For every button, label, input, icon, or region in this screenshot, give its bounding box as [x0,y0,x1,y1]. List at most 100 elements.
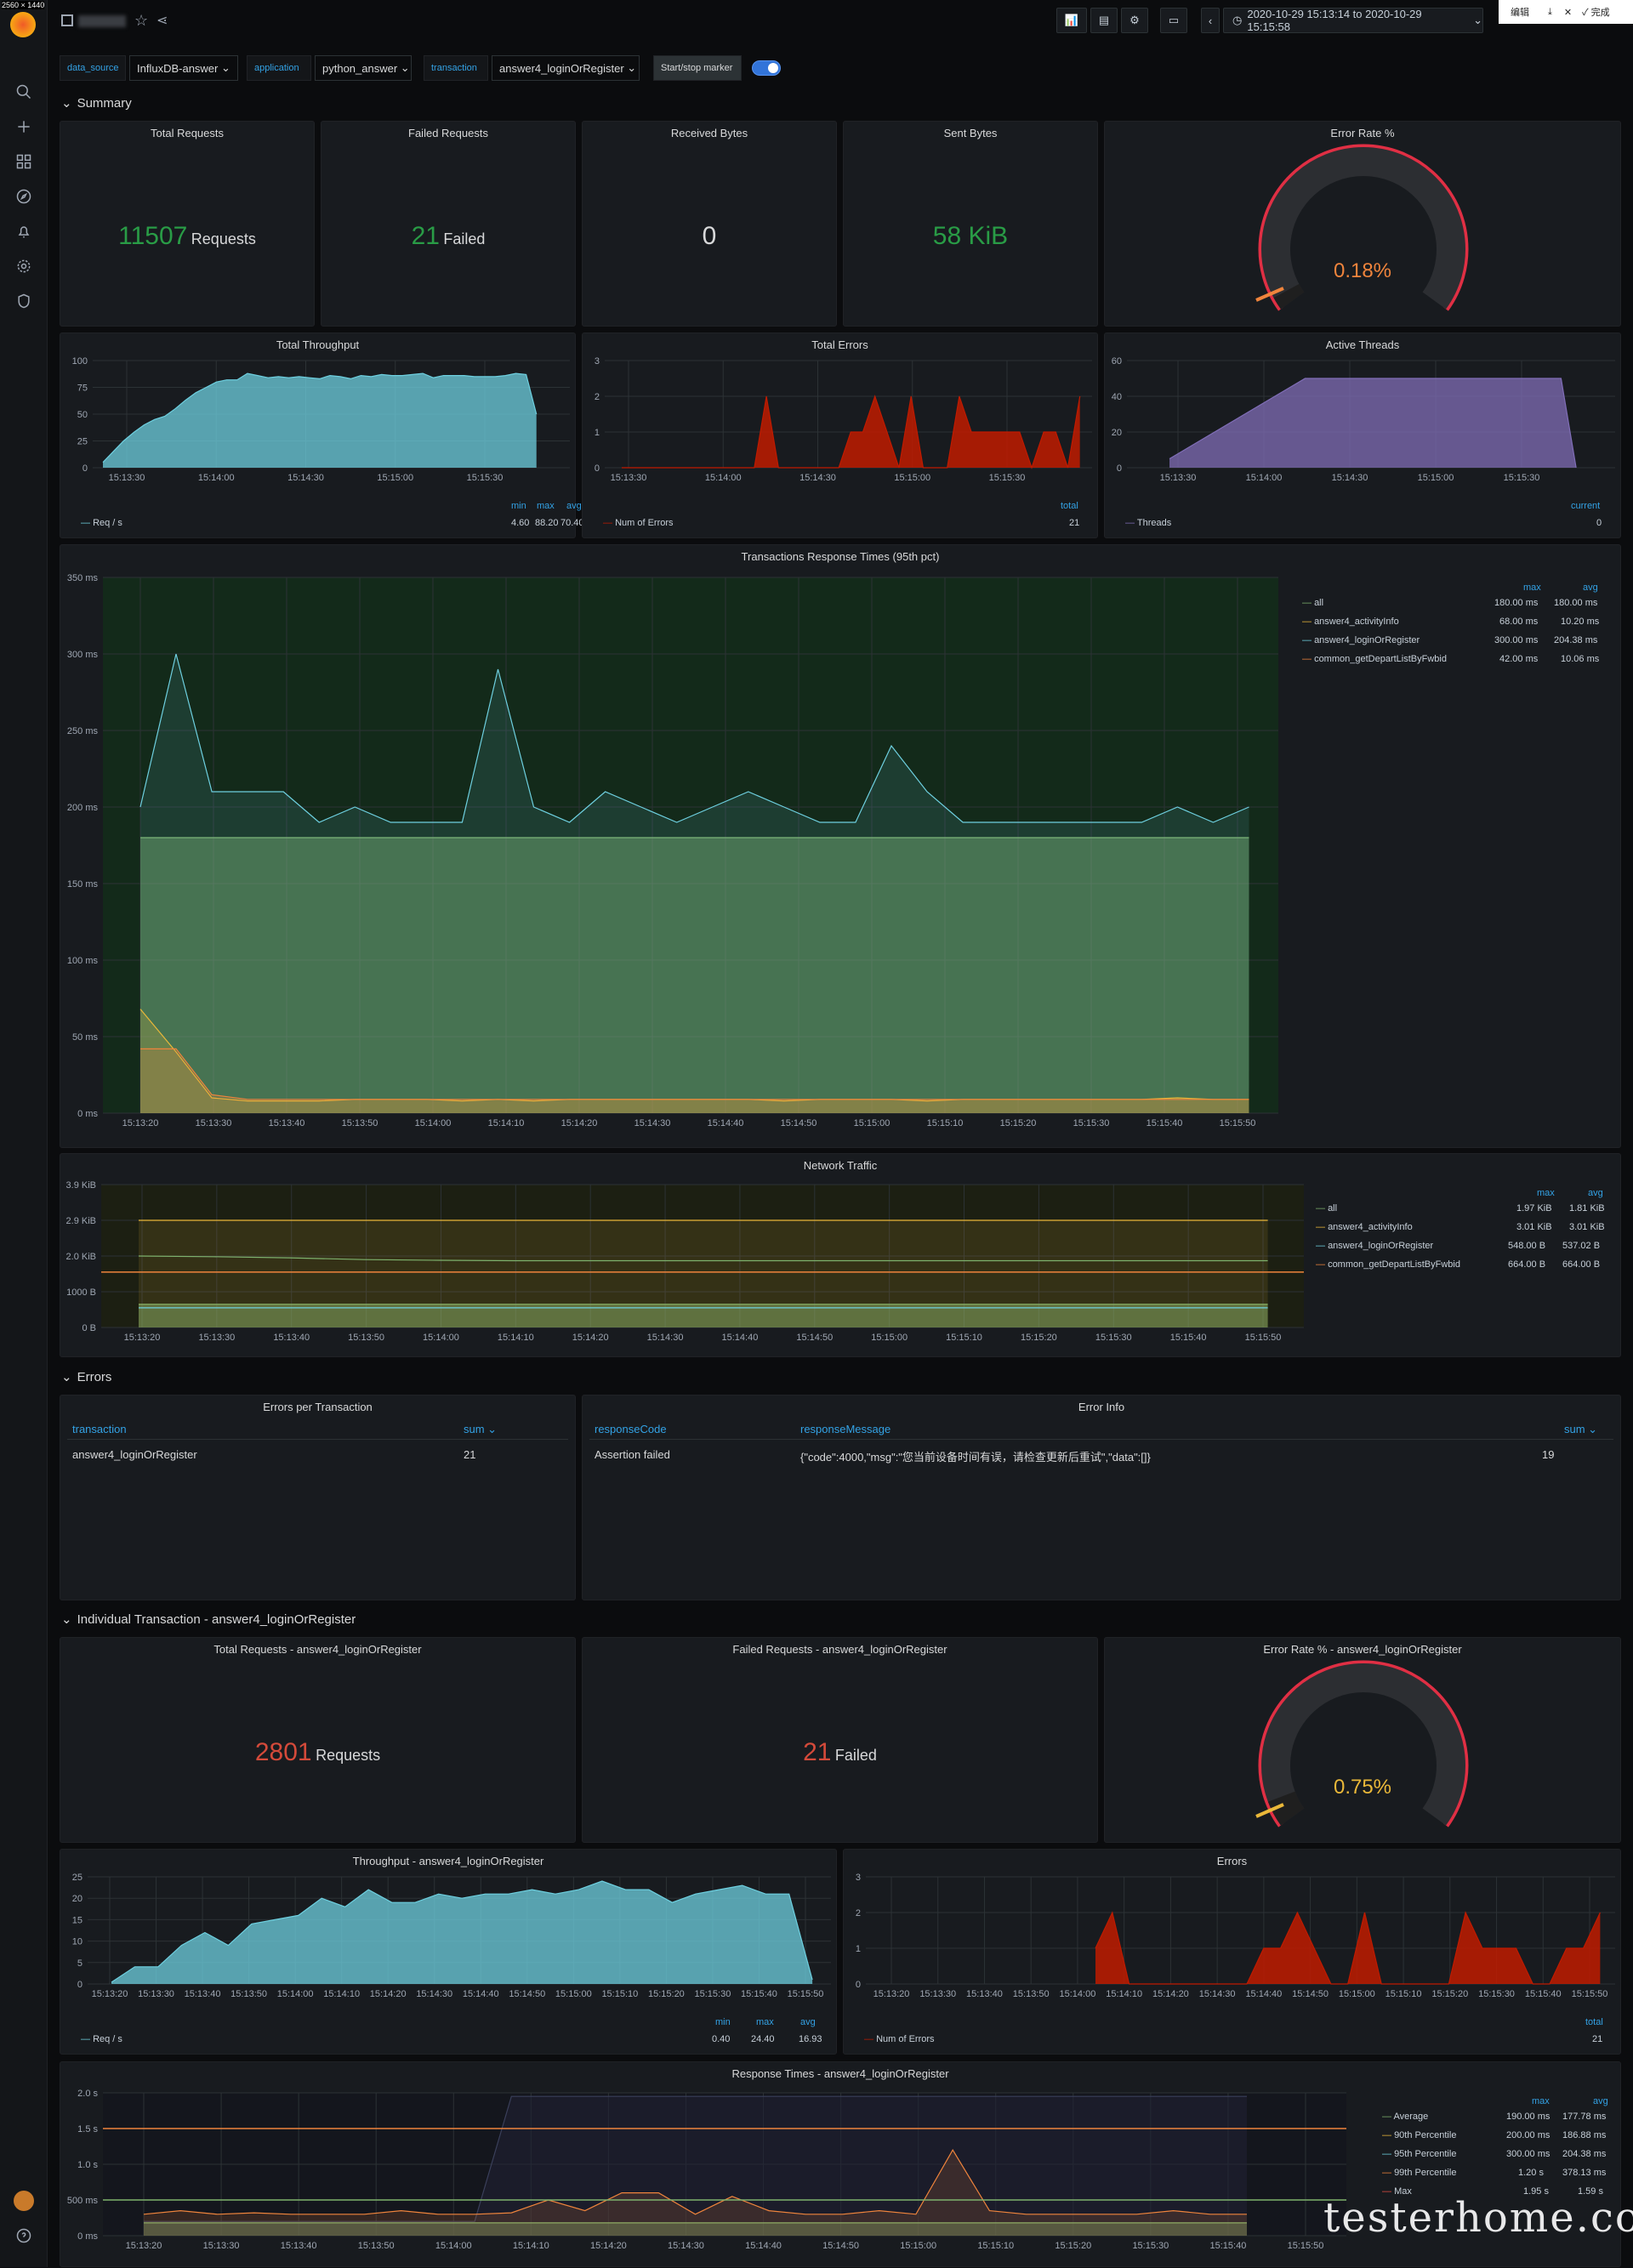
legend-item[interactable]: — Max 1.95 s 1.59 s [1382,2186,1620,2205]
legend-item[interactable]: — Average 190.00 ms 177.78 ms [1382,2112,1620,2130]
edit-button[interactable]: 编辑 [1511,8,1529,18]
star-icon[interactable]: ☆ [134,12,149,29]
panel-sent-bytes[interactable]: Sent Bytes 58 KiB [843,121,1098,327]
legend-item[interactable]: — answer4_loginOrRegister 300.00 ms 204.38… [1302,635,1608,654]
legend-item[interactable]: — 90th Percentile 200.00 ms 186.88 ms [1382,2130,1620,2149]
x-tick-label: 15:13:30 [109,473,145,483]
column-header-response-message[interactable]: responseMessage [800,1423,891,1435]
max-value: 88.20 [535,518,559,528]
legend-max-label: max [756,2017,774,2027]
var-value-transaction: answer4_loginOrRegister [499,61,624,75]
var-select-application[interactable]: python_answer ⌄ [315,55,412,81]
legend-item[interactable]: — Req / s [81,518,122,528]
legend-item[interactable]: — common_getDepartListByFwbid 42.00 ms 10.… [1302,654,1608,673]
legend-item[interactable]: — all 1.97 KiB 1.81 KiB [1316,1203,1613,1222]
y-tick-label: 2 [595,392,600,402]
x-tick-label: 15:15:50 [1220,1118,1256,1128]
legend-max-label: max [537,501,555,511]
column-header-response-code[interactable]: responseCode [595,1423,667,1435]
x-tick-label: 15:14:00 [415,1118,452,1128]
avatar[interactable] [14,2191,34,2211]
panel-active-threads[interactable]: Active Threads 0 20 40 60 15:13:30 15:14:00 15… [1104,333,1621,538]
legend-color: — [81,518,90,528]
x-tick-label: 15:13:40 [281,2241,317,2251]
panel-total-requests[interactable]: Total Requests 11507 Requests [60,121,315,327]
marker-toggle[interactable] [752,60,781,76]
add-panel-button[interactable]: 📊 [1056,8,1087,33]
panel-indiv-error-rate[interactable]: Error Rate % - answer4_loginOrRegister 0… [1104,1637,1621,1843]
panel-total-errors[interactable]: Total Errors 0 1 2 3 15:13:30 15:14:00 15:14:3… [582,333,1098,538]
panel-indiv-response-times[interactable]: Response Times - answer4_loginOrRegister… [60,2061,1621,2267]
legend-item[interactable]: — answer4_loginOrRegister 548.00 B 537.02 … [1316,1241,1613,1259]
var-select-data-source[interactable]: InfluxDB-answer ⌄ [129,55,238,81]
legend-label: Req / s [93,518,122,528]
legend-item[interactable]: — answer4_activityInfo 3.01 KiB 3.01 KiB [1316,1222,1613,1241]
legend-avg-label: avg [1593,2096,1608,2106]
legend-item[interactable]: — Num of Errors [603,518,674,528]
row-errors[interactable]: ⌄ Errors [61,1369,111,1385]
column-header-sum[interactable]: sum ⌄ [464,1423,498,1435]
explore-icon[interactable] [14,186,34,207]
row-individual-transaction[interactable]: ⌄ Individual Transaction - answer4_loginO… [61,1611,356,1628]
x-tick-label: 15:13:20 [122,1118,159,1128]
panel-title: Failed Requests [408,127,488,139]
legend-item[interactable]: — common_getDepartListByFwbid 664.00 B 664… [1316,1259,1613,1278]
legend-max: 3.01 KiB [1516,1222,1552,1232]
apps-icon[interactable] [61,14,73,26]
panel-title: Network Traffic [803,1159,878,1172]
legend-item[interactable]: — 95th Percentile 300.00 ms 204.38 ms [1382,2149,1620,2168]
help-icon[interactable] [14,2225,34,2246]
gear-icon[interactable] [14,256,34,276]
dashboards-icon[interactable] [14,151,34,172]
bell-icon[interactable] [14,221,34,242]
download-icon[interactable]: ⤓ [1548,6,1552,17]
panel-error-rate[interactable]: Error Rate % 0.18% [1104,121,1621,327]
share-icon[interactable]: ⋖ [156,14,168,28]
tv-mode-button[interactable]: ▭ [1160,8,1187,33]
legend-item[interactable]: — answer4_activityInfo 68.00 ms 10.20 ms [1302,617,1608,635]
save-button[interactable]: ▤ [1090,8,1118,33]
panel-error-info[interactable]: Error Info responseCode responseMessage … [582,1395,1621,1600]
shield-icon[interactable] [14,291,34,311]
grafana-logo[interactable] [10,12,36,37]
time-back-button[interactable]: ‹ [1201,8,1220,33]
x-tick-label: 15:15:20 [1431,1989,1468,1999]
column-header-transaction[interactable]: transaction [72,1423,127,1435]
x-tick-label: 15:15:50 [1245,1333,1282,1343]
legend-item[interactable]: — Req / s [81,2034,122,2044]
indiv-failed-requests-unit: Failed [834,1747,877,1764]
x-tick-label: 15:14:30 [1199,1989,1236,1999]
panel-total-throughput[interactable]: Total Throughput 0 25 50 75 100 15:13:30 15:14… [60,333,584,538]
var-label-transaction: transaction [424,55,488,81]
time-range-picker[interactable]: ◷ 2020-10-29 15:13:14 to 2020-10-29 15:15… [1223,8,1483,33]
panel-indiv-errors[interactable]: Errors 0 1 2 3 15:13:20 15:13:30 15:13:40 15:13… [843,1849,1621,2055]
error-rate-gauge [1255,144,1469,311]
var-select-transaction[interactable]: answer4_loginOrRegister ⌄ [492,55,640,81]
panel-indiv-total-requests[interactable]: Total Requests - answer4_loginOrRegister… [60,1637,576,1843]
legend-max-label: max [1537,1188,1555,1198]
done-button[interactable]: ✓ 完成 [1582,8,1610,18]
panel-errors-per-transaction[interactable]: Errors per Transaction transaction sum ⌄… [60,1395,576,1600]
panel-indiv-failed-requests[interactable]: Failed Requests - answer4_loginOrRegiste… [582,1637,1098,1843]
x-tick-label: 15:15:40 [741,1989,777,1999]
panel-received-bytes[interactable]: Received Bytes 0 [582,121,837,327]
x-tick-label: 15:14:20 [561,1118,598,1128]
panel-network-traffic[interactable]: Network Traffic 0 B 1000 B 2.0 KiB 2.9 KiB 3… [60,1153,1621,1357]
close-icon[interactable]: ✕ [1563,7,1573,18]
settings-button[interactable]: ⚙ [1121,8,1148,33]
search-icon[interactable] [14,82,34,102]
series-area [140,1009,1249,1113]
row-summary[interactable]: ⌄ Summary [61,95,132,111]
legend-item[interactable]: — Threads [1125,518,1171,528]
plus-icon[interactable] [14,117,34,137]
legend-item[interactable]: — Num of Errors [864,2034,935,2044]
x-tick-label: 15:15:30 [1132,2241,1169,2251]
panel-failed-requests[interactable]: Failed Requests 21 Failed [321,121,576,327]
panel-transactions-response-times[interactable]: Transactions Response Times (95th pct) 0… [60,544,1621,1148]
legend-item[interactable]: — all 180.00 ms 180.00 ms [1302,598,1608,617]
panel-indiv-throughput[interactable]: Throughput - answer4_loginOrRegister 0 5 1… [60,1849,837,2055]
column-header-sum[interactable]: sum ⌄ [1564,1423,1598,1435]
legend-item[interactable]: — 99th Percentile 1.20 s 378.13 ms [1382,2168,1620,2186]
y-tick-label: 1 [856,1944,861,1954]
x-tick-label: 15:13:50 [230,1989,267,1999]
